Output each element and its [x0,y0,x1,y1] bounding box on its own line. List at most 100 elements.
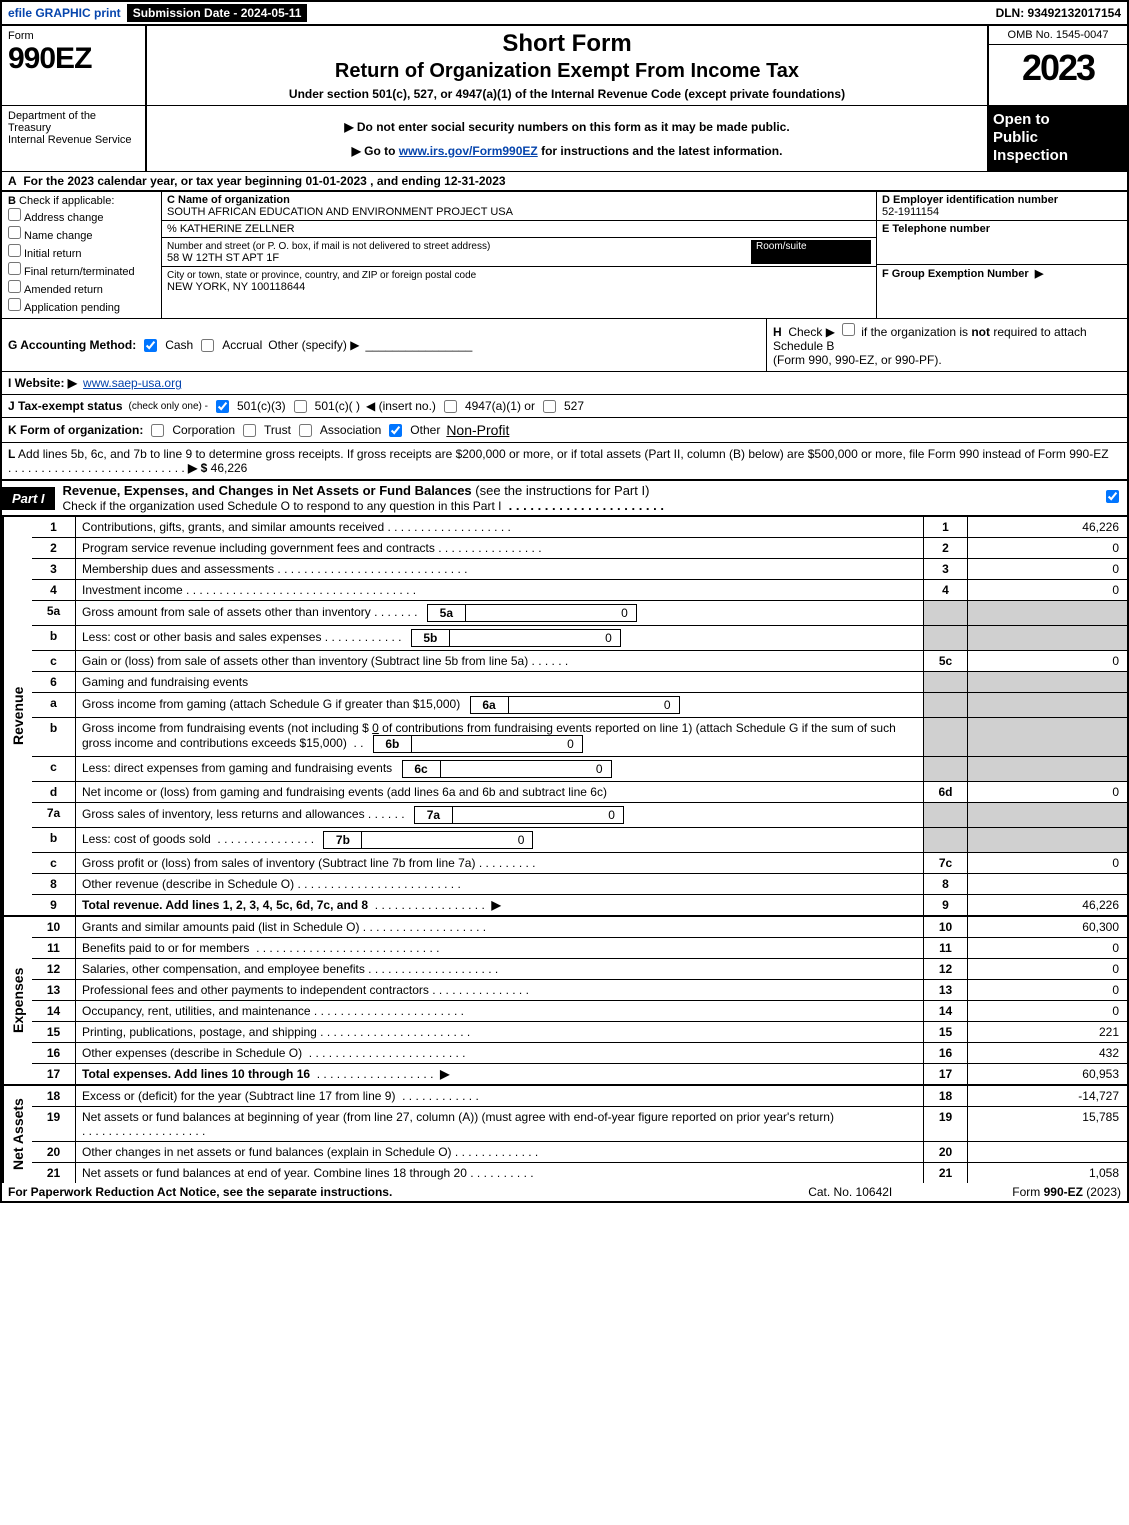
expenses-label: Expenses [2,917,32,1084]
check-amended-return[interactable]: Amended return [8,279,155,297]
line-3: 3 Membership dues and assessments . . . … [32,559,1127,580]
section-c-org-info: C Name of organization SOUTH AFRICAN EDU… [162,192,877,318]
part-i-check-line: Check if the organization used Schedule … [63,499,502,513]
h-not: not [971,325,990,339]
row-a-tax-period: A For the 2023 calendar year, or tax yea… [0,171,1129,192]
omb-number: OMB No. 1545-0047 [989,26,1127,45]
check-initial-return[interactable]: Initial return [8,243,155,261]
check-application-pending[interactable]: Application pending [8,297,155,315]
street-label: Number and street (or P. O. box, if mail… [167,241,490,252]
line-17: 17Total expenses. Add lines 10 through 1… [32,1064,1127,1084]
g-cash: Cash [165,338,193,352]
city-value: NEW YORK, NY 100118644 [167,281,305,293]
check-association[interactable] [299,424,312,437]
check-corporation[interactable] [151,424,164,437]
dept-irs: Internal Revenue Service [8,134,139,146]
line-7b: b Less: cost of goods sold . . . . . . .… [32,828,1127,853]
j-527: 527 [564,399,584,413]
net-assets-label: Net Assets [2,1086,32,1183]
line-6b: b Gross income from fundraising events (… [32,718,1127,757]
j-label: J Tax-exempt status [8,399,123,413]
line-5b: b Less: cost or other basis and sales ex… [32,626,1127,651]
part-i-tag: Part I [2,487,55,510]
line-5c: c Gain or (loss) from sale of assets oth… [32,651,1127,672]
l-text: Add lines 5b, 6c, and 7b to line 9 to de… [18,447,1109,461]
line-16: 16Other expenses (describe in Schedule O… [32,1043,1127,1064]
check-not-required-schedule-b[interactable] [842,323,855,336]
g-label: G Accounting Method: [8,338,136,352]
part-i-checkbox[interactable] [1106,490,1119,503]
footer-form-ref: Form 990-EZ (2023) [1012,1185,1121,1199]
j-insert: ◀ (insert no.) [366,399,436,413]
check-address-change[interactable]: Address change [8,207,155,225]
line-7a: 7a Gross sales of inventory, less return… [32,803,1127,828]
form-under-section: Under section 501(c), 527, or 4947(a)(1)… [155,87,979,101]
k-label: K Form of organization: [8,423,143,437]
check-501c-other[interactable] [294,400,307,413]
g-other: Other (specify) ▶ [268,338,359,352]
line-12: 12Salaries, other compensation, and empl… [32,959,1127,980]
check-accrual[interactable] [201,339,214,352]
line-1: 1 Contributions, gifts, grants, and simi… [32,517,1127,538]
e-label: E Telephone number [882,223,990,235]
submission-date-badge: Submission Date - 2024-05-11 [127,4,308,22]
line-21: 21Net assets or fund balances at end of … [32,1163,1127,1183]
check-other-org[interactable] [389,424,402,437]
note-goto-pre: ▶ Go to [352,144,399,158]
open-line1: Open to [993,111,1123,129]
row-a-text: For the 2023 calendar year, or tax year … [23,174,505,188]
street-value: 58 W 12TH ST APT 1F [167,252,279,264]
check-501c3[interactable] [216,400,229,413]
line-6c: c Less: direct expenses from gaming and … [32,757,1127,782]
top-bar: efile GRAPHIC print Submission Date - 20… [0,0,1129,26]
department-block: Department of the Treasury Internal Reve… [2,105,147,171]
header-notes: ▶ Do not enter social security numbers o… [147,105,987,171]
row-l-gross-receipts: L Add lines 5b, 6c, and 7b to line 9 to … [0,443,1129,481]
line-2: 2 Program service revenue including gove… [32,538,1127,559]
check-527[interactable] [543,400,556,413]
check-cash[interactable] [144,339,157,352]
line-10: 10Grants and similar amounts paid (list … [32,917,1127,938]
b-label: B [8,195,16,207]
line-14: 14Occupancy, rent, utilities, and mainte… [32,1001,1127,1022]
form-id-block: Form 990EZ [2,26,147,105]
line-6d: d Net income or (loss) from gaming and f… [32,782,1127,803]
form-title-block: Short Form Return of Organization Exempt… [147,26,987,105]
open-line3: Inspection [993,147,1123,165]
line-15: 15Printing, publications, postage, and s… [32,1022,1127,1043]
b-check-if: Check if applicable: [19,195,114,207]
check-4947a1[interactable] [444,400,457,413]
row-h-schedule-b: H Check ▶ if the organization is not req… [767,319,1127,371]
website-link[interactable]: www.saep-usa.org [83,376,182,390]
k-corp: Corporation [172,423,235,437]
line-18: 18Excess or (deficit) for the year (Subt… [32,1086,1127,1107]
j-501c3: 501(c)(3) [237,399,286,413]
care-of: % KATHERINE ZELLNER [167,223,295,235]
note-goto: ▶ Go to www.irs.gov/Form990EZ for instru… [155,144,979,158]
efile-link[interactable]: efile GRAPHIC print [2,4,127,22]
j-4947: 4947(a)(1) or [465,399,535,413]
k-other: Other [410,423,440,437]
row-k-form-of-org: K Form of organization: Corporation Trus… [0,418,1129,443]
l-arrow-icon: ▶ $ [188,461,207,475]
row-j-exempt-status: J Tax-exempt status (check only one) - 5… [0,395,1129,418]
k-other-value: Non-Profit [446,422,509,438]
irs-link[interactable]: www.irs.gov/Form990EZ [399,144,538,158]
page-footer: For Paperwork Reduction Act Notice, see … [0,1183,1129,1203]
check-name-change[interactable]: Name change [8,225,155,243]
form-number: 990EZ [8,44,139,74]
part-i-header: Part I Revenue, Expenses, and Changes in… [0,481,1129,517]
check-final-return[interactable]: Final return/terminated [8,261,155,279]
line-6: 6 Gaming and fundraising events [32,672,1127,693]
section-d-e-f: D Employer identification number 52-1911… [877,192,1127,318]
k-assoc: Association [320,423,381,437]
row-a-label: A [8,174,17,188]
check-trust[interactable] [243,424,256,437]
g-specify-line: ________________ [365,338,472,352]
line-13: 13Professional fees and other payments t… [32,980,1127,1001]
footer-cat-no: Cat. No. 10642I [808,1185,892,1199]
line-20: 20Other changes in net assets or fund ba… [32,1142,1127,1163]
form-subtitle: Return of Organization Exempt From Incom… [155,60,979,83]
line-11: 11Benefits paid to or for members . . . … [32,938,1127,959]
org-name: SOUTH AFRICAN EDUCATION AND ENVIRONMENT … [167,206,513,218]
